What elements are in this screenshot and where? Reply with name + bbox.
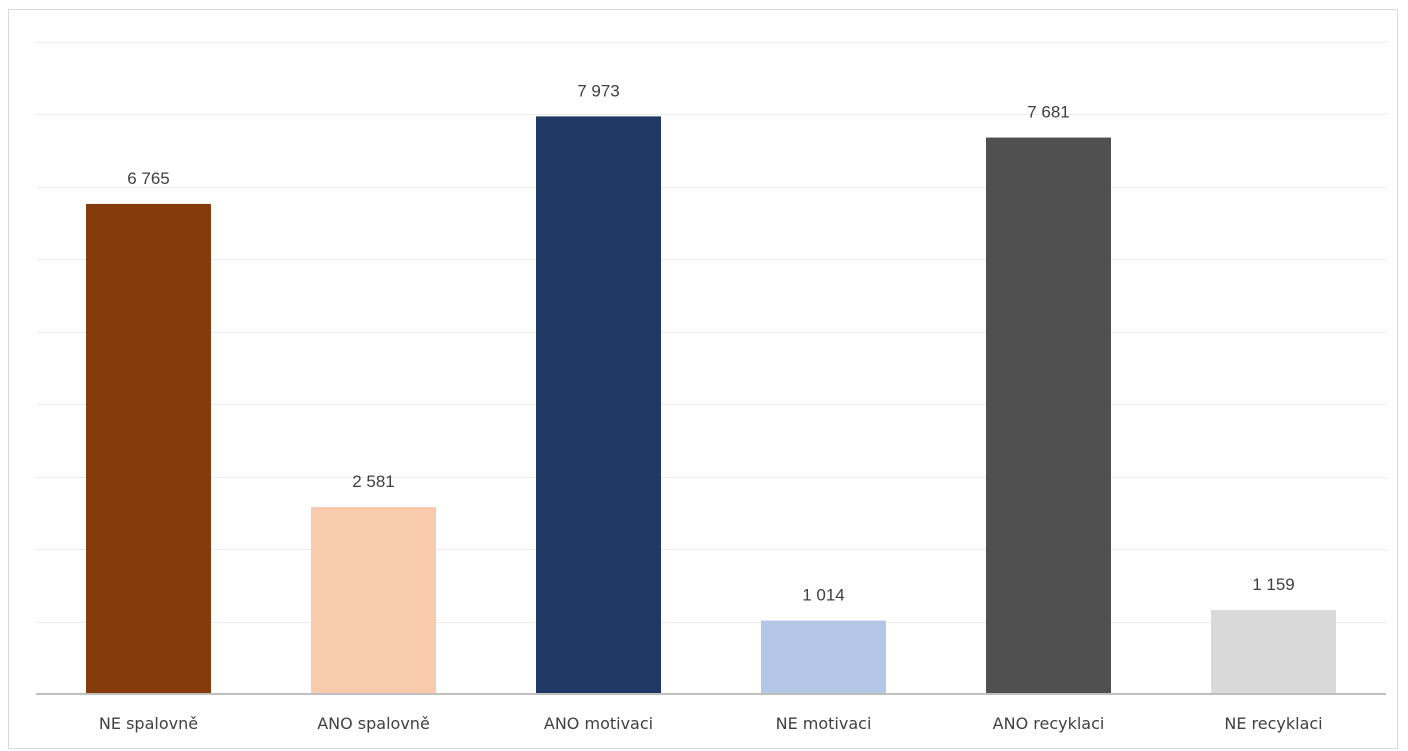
bar xyxy=(1211,610,1336,694)
bar xyxy=(536,116,661,694)
data-labels: 6 765 2 581 7 973 1 014 7 681 1 159 xyxy=(127,81,1295,604)
bar xyxy=(761,620,886,694)
category-label: NE recyklaci xyxy=(1224,714,1322,733)
gridlines xyxy=(36,42,1386,623)
category-label: ANO spalovně xyxy=(317,714,430,733)
bars xyxy=(86,116,1336,695)
chart-frame xyxy=(8,9,1398,749)
data-label: 1 159 xyxy=(1252,575,1295,594)
bar xyxy=(311,507,436,694)
bar xyxy=(986,137,1111,695)
data-label: 1 014 xyxy=(802,586,845,605)
data-label: 7 681 xyxy=(1027,103,1070,122)
data-label: 2 581 xyxy=(352,472,395,491)
data-label: 6 765 xyxy=(127,169,170,188)
category-labels: NE spalovně ANO spalovně ANO motivaci NE mo… xyxy=(99,714,1323,733)
bar xyxy=(86,203,211,694)
data-label: 7 973 xyxy=(577,81,620,100)
category-label: ANO motivaci xyxy=(544,714,653,733)
category-label: NE spalovně xyxy=(99,714,198,733)
category-label: ANO recyklaci xyxy=(993,714,1105,733)
category-label: NE motivaci xyxy=(776,714,872,733)
